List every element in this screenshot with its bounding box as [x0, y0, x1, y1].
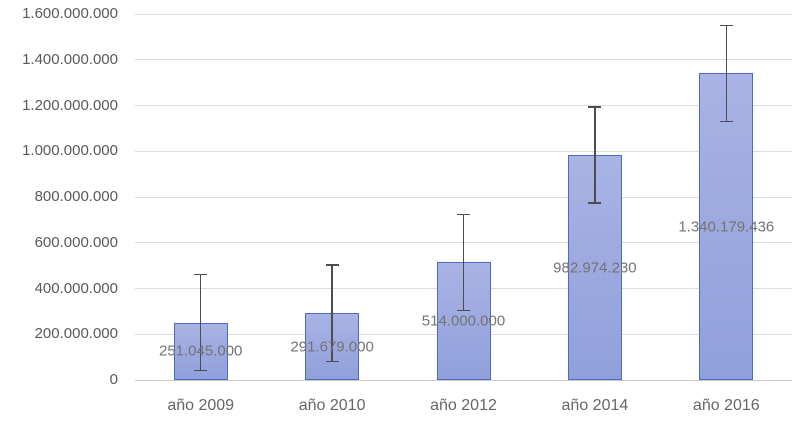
error-bar-cap-top [719, 24, 733, 27]
y-axis-tick-label: 1.400.000.000 [22, 50, 118, 68]
y-axis-tick-label: 0 [109, 371, 118, 388]
gridline [135, 59, 792, 61]
y-axis-tick-label: 1.200.000.000 [22, 96, 118, 114]
error-bar-cap-bottom [457, 309, 470, 312]
x-axis-category-label: año 2014 [561, 397, 629, 414]
gridline [135, 196, 792, 198]
data-label: 514.000.000 [421, 312, 506, 330]
error-bar-cap-top [194, 273, 208, 276]
data-label: 1.340.179.436 [678, 218, 775, 236]
error-bar-cap-top [325, 264, 339, 266]
gridline [135, 105, 792, 106]
data-label: 291.679.000 [290, 338, 374, 356]
y-axis-tick-label: 400.000.000 [34, 279, 118, 297]
x-axis-category-label: año 2016 [692, 397, 760, 414]
error-bar-cap-top [588, 106, 602, 108]
bar-año-2016[interactable] [699, 73, 754, 380]
data-label: 982.974.230 [553, 259, 637, 277]
error-bar-line [725, 25, 728, 122]
data-label: 251.045.000 [158, 342, 243, 360]
bar-año-2010[interactable] [305, 313, 360, 380]
gridline [135, 150, 792, 152]
gridline [135, 13, 792, 15]
y-axis-tick-label: 600.000.000 [34, 233, 118, 251]
error-bar-cap-bottom [588, 202, 602, 204]
x-axis-line [135, 379, 792, 381]
error-bar-cap-top [457, 213, 470, 216]
error-bar-cap-bottom [194, 369, 208, 372]
x-axis-category-label: año 2010 [298, 397, 366, 414]
y-axis-tick-label: 800.000.000 [34, 188, 118, 205]
error-bar-line [199, 274, 202, 371]
y-axis-tick-label: 200.000.000 [34, 325, 118, 343]
error-bar-cap-bottom [719, 120, 733, 123]
error-bar-line [462, 214, 465, 311]
x-axis-category-label: año 2009 [167, 397, 235, 414]
x-axis-category-label: año 2012 [430, 397, 497, 414]
error-bar-cap-bottom [325, 360, 339, 363]
y-axis-tick-label: 1.600.000.000 [22, 5, 118, 22]
y-axis-tick-label: 1.000.000.000 [22, 142, 118, 160]
error-bar-line [331, 265, 333, 362]
error-bar-line [594, 107, 596, 204]
